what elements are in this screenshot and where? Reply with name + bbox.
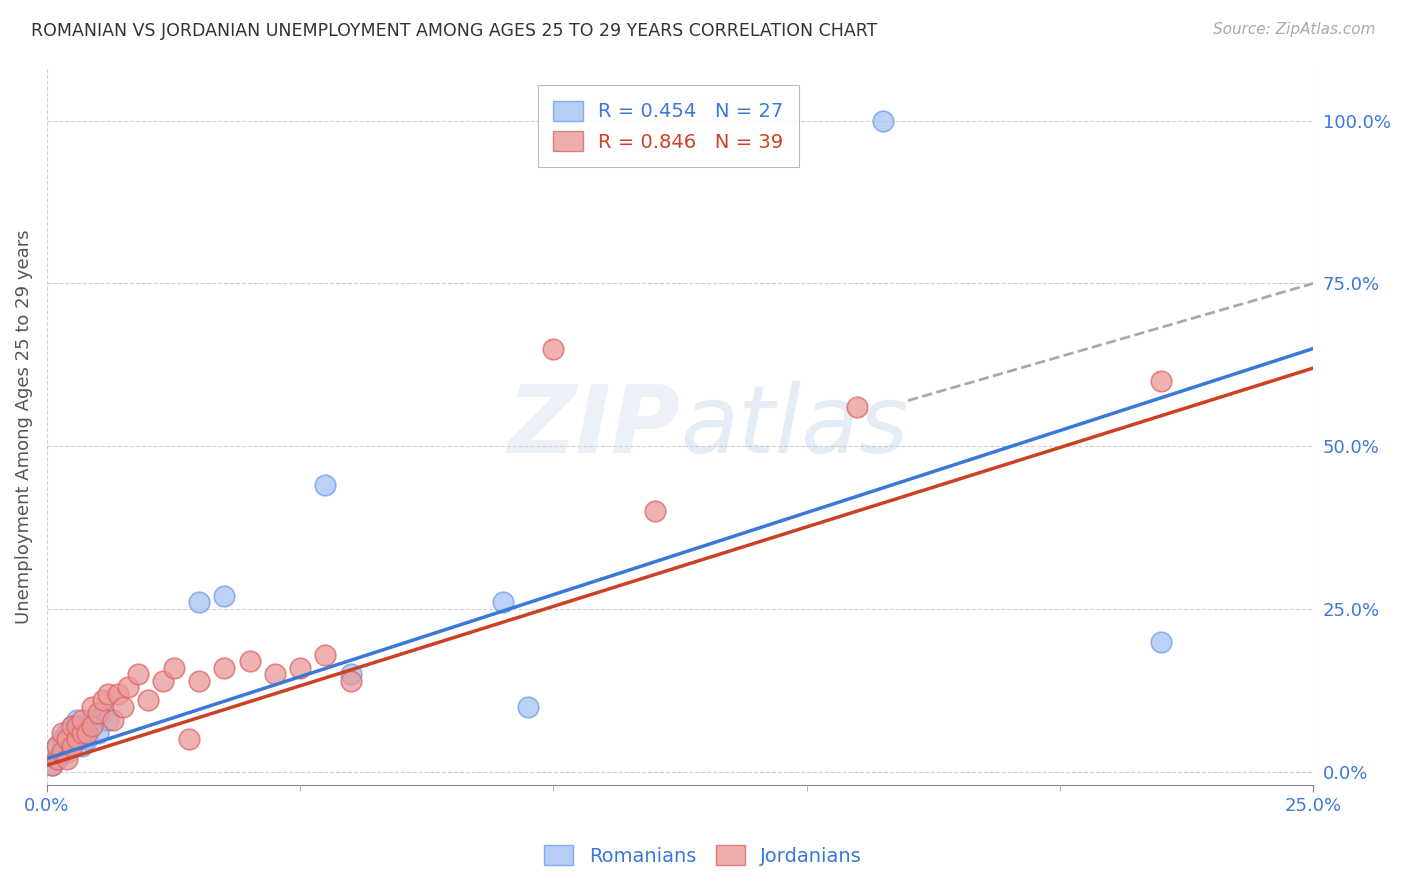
Point <box>72 725 94 739</box>
Point <box>1150 634 1173 648</box>
Text: ROMANIAN VS JORDANIAN UNEMPLOYMENT AMONG AGES 25 TO 29 YEARS CORRELATION CHART: ROMANIAN VS JORDANIAN UNEMPLOYMENT AMONG… <box>31 22 877 40</box>
Point <box>66 732 89 747</box>
Point <box>56 752 79 766</box>
Point <box>56 745 79 759</box>
Point <box>107 687 129 701</box>
Point <box>315 478 337 492</box>
Point <box>66 732 89 747</box>
Point <box>517 699 540 714</box>
Point <box>238 654 260 668</box>
Point <box>117 680 139 694</box>
Point <box>72 725 94 739</box>
Point <box>41 758 63 772</box>
Point <box>101 713 124 727</box>
Point <box>177 732 200 747</box>
Point <box>66 713 89 727</box>
Point <box>1150 374 1173 388</box>
Point <box>56 732 79 747</box>
Point <box>82 713 104 727</box>
Point <box>56 725 79 739</box>
Point <box>60 739 83 753</box>
Point <box>644 504 666 518</box>
Point <box>263 667 285 681</box>
Point <box>82 699 104 714</box>
Point <box>152 673 174 688</box>
Point <box>72 713 94 727</box>
Point <box>846 400 869 414</box>
Legend: Romanians, Jordanians: Romanians, Jordanians <box>536 838 870 873</box>
Point <box>543 342 565 356</box>
Point <box>86 706 108 720</box>
Point <box>76 719 98 733</box>
Point <box>76 732 98 747</box>
Text: atlas: atlas <box>681 381 908 472</box>
Point <box>46 739 69 753</box>
Point <box>492 595 515 609</box>
Point <box>46 752 69 766</box>
Point <box>41 758 63 772</box>
Y-axis label: Unemployment Among Ages 25 to 29 years: Unemployment Among Ages 25 to 29 years <box>15 229 32 624</box>
Point <box>127 667 149 681</box>
Point <box>212 660 235 674</box>
Point <box>86 725 108 739</box>
Point <box>187 673 209 688</box>
Point <box>51 732 73 747</box>
Point <box>162 660 184 674</box>
Point <box>91 693 114 707</box>
Legend: R = 0.454   N = 27, R = 0.846   N = 39: R = 0.454 N = 27, R = 0.846 N = 39 <box>538 86 799 168</box>
Point <box>60 719 83 733</box>
Point <box>91 706 114 720</box>
Point <box>97 713 120 727</box>
Point <box>76 725 98 739</box>
Point <box>187 595 209 609</box>
Point <box>60 739 83 753</box>
Point <box>60 719 83 733</box>
Point <box>72 739 94 753</box>
Point <box>51 745 73 759</box>
Point <box>51 725 73 739</box>
Point <box>46 752 69 766</box>
Point <box>66 719 89 733</box>
Point <box>97 687 120 701</box>
Point <box>288 660 311 674</box>
Point <box>111 699 134 714</box>
Point <box>136 693 159 707</box>
Point <box>46 739 69 753</box>
Point <box>82 719 104 733</box>
Point <box>340 667 363 681</box>
Point <box>51 745 73 759</box>
Point <box>872 113 894 128</box>
Point <box>315 648 337 662</box>
Point <box>212 589 235 603</box>
Text: ZIP: ZIP <box>508 381 681 473</box>
Text: Source: ZipAtlas.com: Source: ZipAtlas.com <box>1212 22 1375 37</box>
Point <box>340 673 363 688</box>
